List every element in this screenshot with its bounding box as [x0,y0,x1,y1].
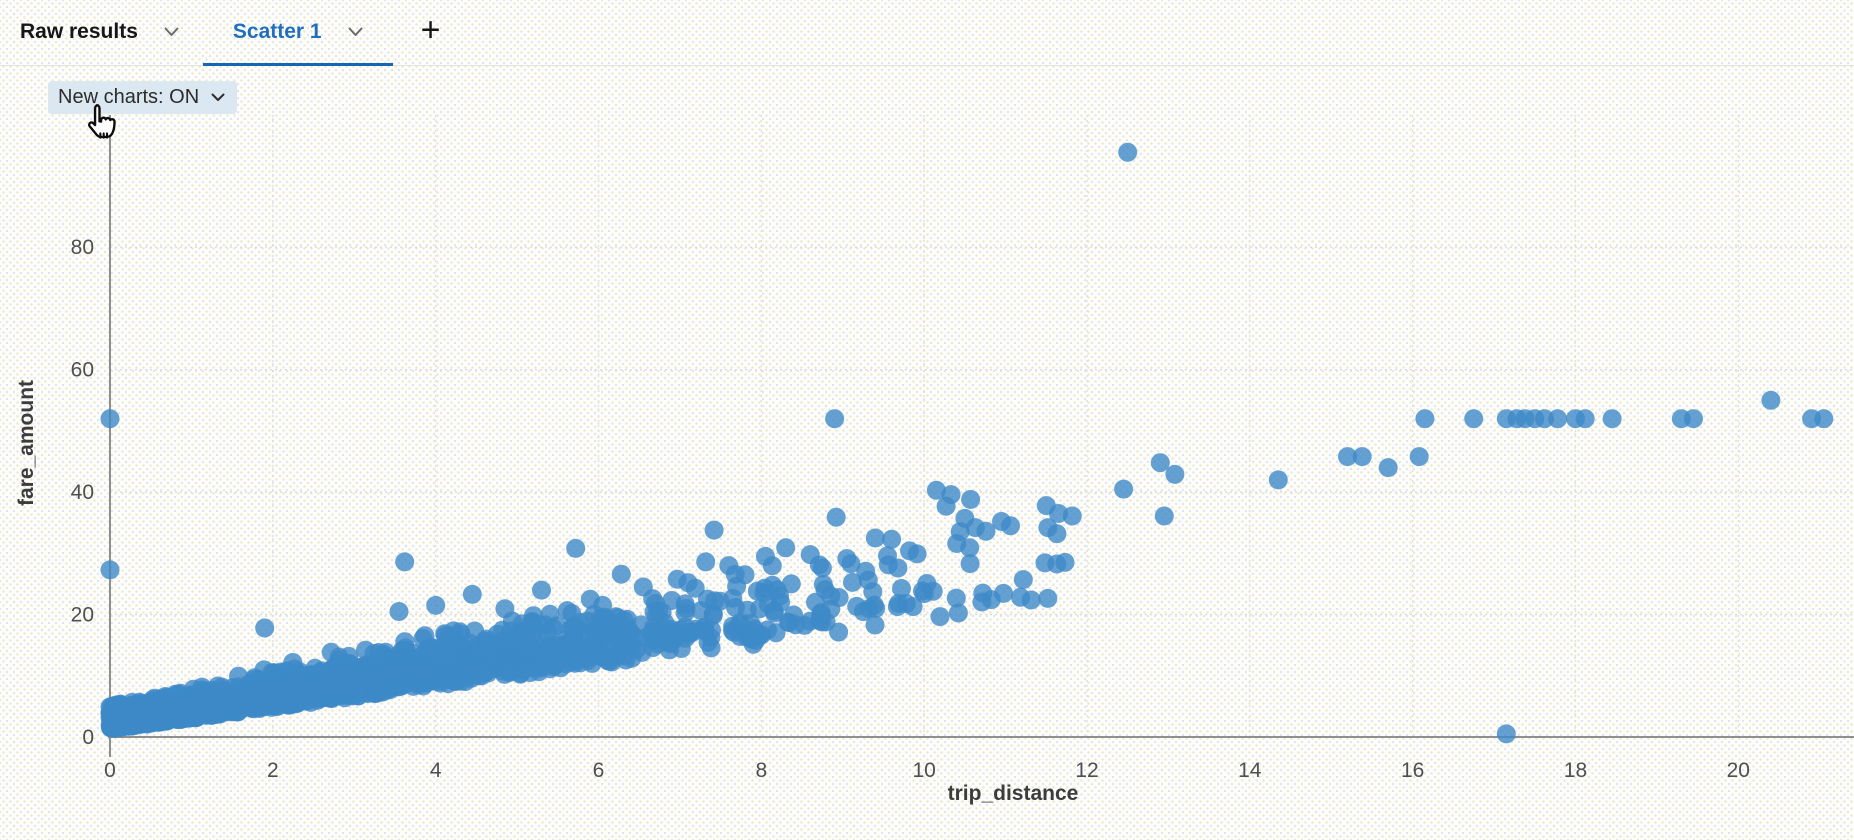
svg-text:18: 18 [1564,759,1587,782]
svg-text:14: 14 [1238,759,1262,782]
y-tick-labels: 0 20 40 60 80 [71,236,94,749]
svg-text:80: 80 [71,236,94,259]
chevron-down-icon [211,93,225,102]
svg-text:4: 4 [430,759,442,782]
plus-icon: + [420,10,441,49]
x-tick-labels: 0 2 4 6 8 10 12 14 16 18 20 [104,759,1750,782]
chevron-down-icon[interactable] [348,27,363,37]
svg-text:60: 60 [71,359,94,382]
svg-text:40: 40 [71,481,94,504]
svg-text:0: 0 [82,726,94,749]
y-gridlines [110,246,1854,616]
new-charts-toggle[interactable]: New charts: ON [48,81,238,114]
tab-bar: Raw results Scatter 1 + [0,0,1854,66]
chevron-down-icon[interactable] [164,27,179,37]
svg-text:20: 20 [71,604,94,627]
svg-text:12: 12 [1075,759,1098,782]
svg-text:0: 0 [104,759,116,782]
svg-text:8: 8 [755,759,767,782]
tab-scatter-1[interactable]: Scatter 1 [202,0,393,66]
scatter-points [100,522,1075,738]
add-chart-tab-button[interactable]: + [421,0,441,65]
tab-raw-results[interactable]: Raw results [20,0,179,66]
svg-text:16: 16 [1401,759,1424,782]
y-axis-title: fare_amount [15,380,38,506]
notable-points [100,142,1834,744]
tab-scatter-1-label: Scatter 1 [232,19,322,43]
svg-text:2: 2 [267,759,279,782]
new-charts-toggle-label: New charts: ON [58,86,200,108]
x-gridlines [272,115,1740,737]
svg-text:20: 20 [1727,759,1750,782]
svg-text:6: 6 [593,759,605,782]
tab-raw-results-label: Raw results [20,19,138,43]
x-axis-title: trip_distance [948,782,1079,805]
svg-text:10: 10 [912,759,935,782]
